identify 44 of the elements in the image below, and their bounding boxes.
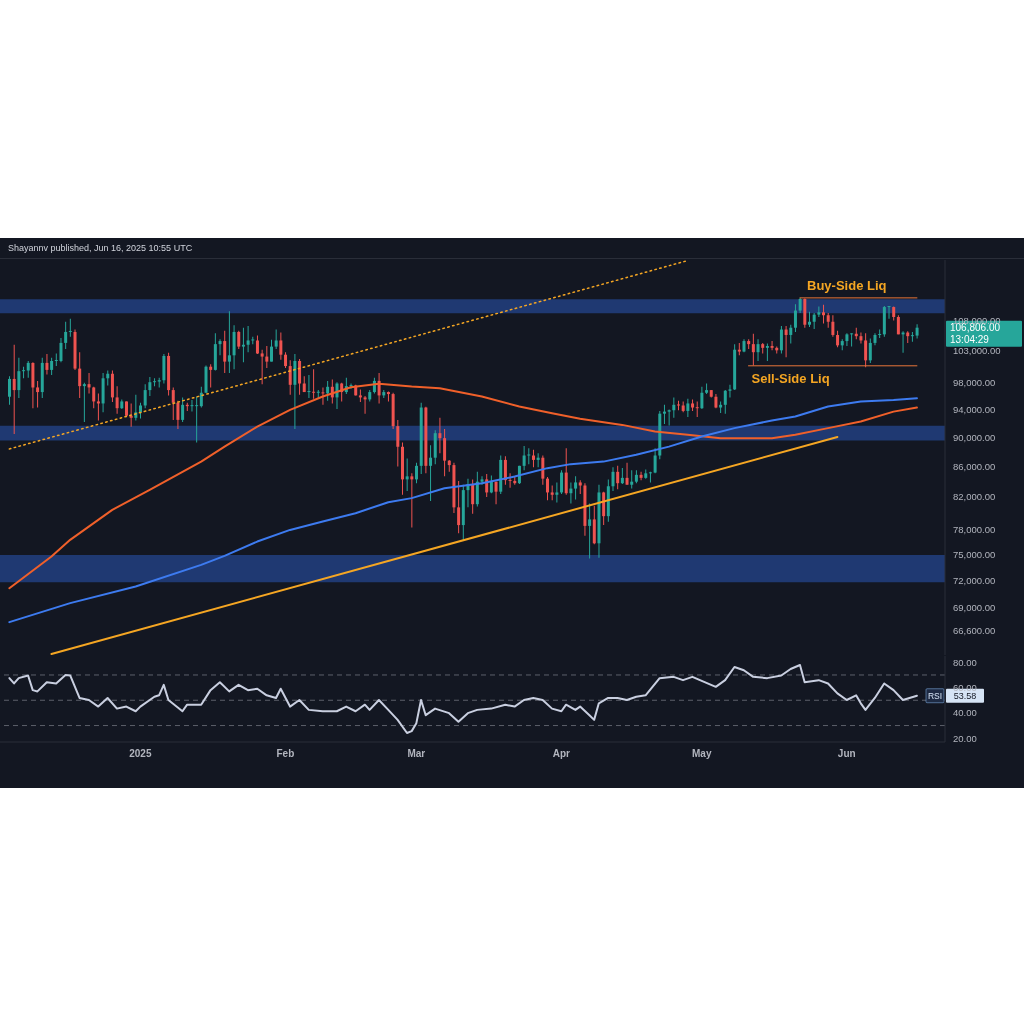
candlestick <box>96 393 100 421</box>
x-tick-label: Jun <box>837 748 856 760</box>
candlestick <box>555 482 559 503</box>
candlestick <box>82 382 86 422</box>
candlestick <box>195 396 199 443</box>
x-tick-label: Mar <box>407 748 426 760</box>
y-tick-label: 69,000.00 <box>953 602 996 614</box>
candlestick <box>405 458 409 491</box>
y-tick-label: 78,000.00 <box>953 523 996 535</box>
y-tick-label: 80.00 <box>953 656 977 668</box>
y-tick-label: 75,000.00 <box>953 548 996 560</box>
annotation: Sell-Side Liq <box>751 371 830 387</box>
line-series <box>8 663 918 735</box>
candlestick <box>307 375 311 399</box>
candlestick <box>887 306 891 319</box>
y-tick-label: 90,000.00 <box>953 431 996 443</box>
annotation: Buy-Side Liq <box>807 277 887 293</box>
x-tick-label: May <box>692 748 712 760</box>
y-tick-label: 94,000.00 <box>953 403 996 415</box>
y-tick-label: 103,000.00 <box>953 345 1001 357</box>
candlestick <box>695 401 699 418</box>
x-tick-label: Apr <box>552 748 571 760</box>
candlestick <box>190 400 194 412</box>
y-tick-label: 40.00 <box>953 707 977 719</box>
y-tick-label: 82,000.00 <box>953 491 996 503</box>
annotation: 53.58 <box>953 690 977 701</box>
x-tick-label: Feb <box>276 748 295 760</box>
y-tick-label: 72,000.00 <box>953 574 996 586</box>
y-tick-label: 20.00 <box>953 732 977 744</box>
chart-title: Shayannv published, Jun 16, 2025 10:55 UTC <box>8 243 193 253</box>
candlestick <box>68 318 72 337</box>
candlestick <box>527 448 531 465</box>
y-tick-label: 86,000.00 <box>953 460 996 472</box>
candlestick <box>410 473 414 528</box>
x-tick-label: 2025 <box>129 748 152 760</box>
text: 13:04:29 <box>950 333 990 345</box>
candlestick <box>910 331 914 342</box>
line-series <box>8 397 918 624</box>
y-tick-label: 66,600.00 <box>953 624 996 636</box>
candlestick <box>850 333 854 347</box>
y-tick-label: 98,000.00 <box>953 377 996 389</box>
series-label: RSI <box>927 690 943 701</box>
candlestick <box>241 327 245 363</box>
candlestick <box>312 369 316 399</box>
